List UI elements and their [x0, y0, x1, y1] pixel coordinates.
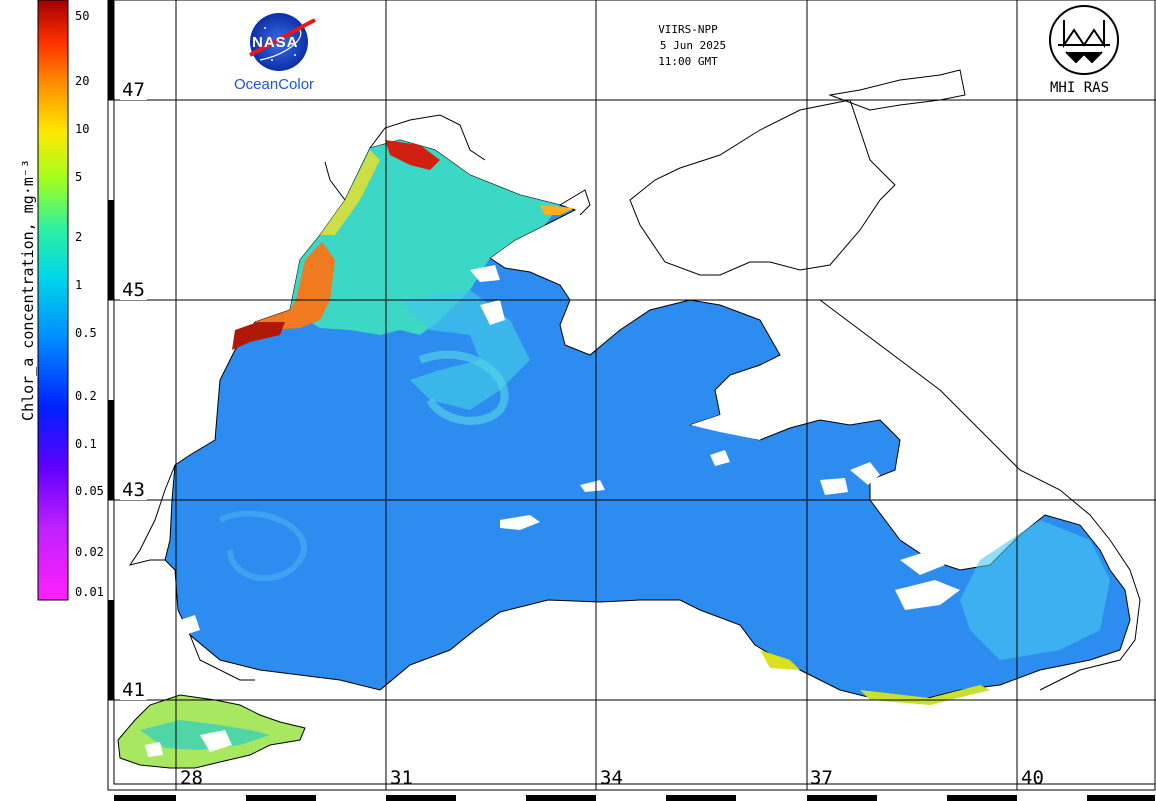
date-label: 5 Jun 2025	[659, 39, 727, 52]
colorbar	[37, 0, 69, 601]
lat-47-label: 47	[120, 79, 147, 101]
cbar-tick-0.2: 0.2	[75, 389, 97, 403]
cbar-tick-1: 1	[75, 278, 83, 292]
lat-45-label: 45	[120, 279, 147, 301]
cbar-tick-50: 50	[75, 9, 90, 23]
azov-coast	[629, 69, 966, 276]
nasa-logo	[249, 13, 316, 71]
cbar-tick-10: 10	[75, 122, 90, 136]
sensor-label: VIIRS-NPP	[658, 23, 718, 36]
mhi-logo	[1049, 5, 1119, 75]
lon-34-label: 34	[600, 767, 623, 789]
lat-43-label: 43	[120, 479, 147, 501]
graticule	[108, 0, 1156, 790]
oceancolor-label: OceanColor	[234, 76, 315, 93]
nasa-logo-text: NASA	[252, 34, 299, 51]
cbar-tick-0.05: 0.05	[75, 484, 104, 498]
cbar-tick-0.5: 0.5	[75, 326, 97, 340]
map-frame	[107, 0, 1156, 791]
coastlines	[128, 114, 1141, 691]
sea-body	[164, 139, 1131, 705]
mhi-ras-label: MHI RAS	[1050, 80, 1110, 96]
cbar-tick-0.1: 0.1	[75, 437, 97, 451]
colorbar-title: Chlor_a concentration, mg·m⁻³	[19, 159, 37, 421]
lon-28-label: 28	[180, 767, 203, 789]
lat-41-label: 41	[120, 679, 147, 701]
cbar-tick-0.02: 0.02	[75, 545, 104, 559]
time-label: 11:00 GMT	[658, 55, 718, 68]
lon-31-label: 31	[390, 767, 413, 789]
cbar-tick-2: 2	[75, 230, 83, 244]
cloud-gaps	[180, 265, 960, 635]
marmara-sea	[117, 694, 306, 769]
cbar-tick-5: 5	[75, 170, 83, 184]
bottom-scale	[114, 795, 1155, 801]
lon-37-label: 37	[810, 767, 833, 789]
cbar-tick-20: 20	[75, 74, 90, 88]
lon-40-label: 40	[1021, 767, 1044, 789]
cbar-tick-0.01: 0.01	[75, 585, 104, 599]
left-scale	[108, 0, 114, 700]
